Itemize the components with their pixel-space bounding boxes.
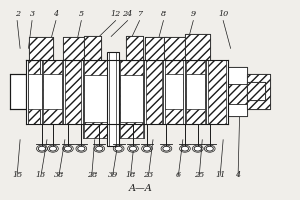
Bar: [63, 37, 86, 60]
Circle shape: [206, 146, 213, 151]
Bar: [247, 74, 270, 109]
Bar: [183, 60, 185, 124]
Bar: [84, 75, 107, 122]
Bar: [164, 37, 188, 60]
Bar: [126, 36, 142, 60]
Circle shape: [182, 146, 188, 151]
Text: 11: 11: [215, 171, 225, 179]
Bar: [205, 60, 206, 124]
Bar: [83, 60, 108, 138]
Bar: [247, 82, 265, 100]
Text: 13: 13: [36, 171, 46, 179]
Circle shape: [194, 146, 201, 151]
Bar: [26, 60, 40, 124]
Bar: [185, 34, 210, 60]
Bar: [228, 67, 247, 116]
Bar: [81, 60, 83, 124]
Bar: [228, 67, 247, 84]
Bar: [164, 37, 188, 60]
Bar: [126, 36, 142, 60]
Bar: [118, 60, 144, 138]
Text: 6: 6: [176, 171, 181, 179]
Bar: [29, 37, 53, 60]
Text: 3: 3: [29, 10, 34, 18]
Bar: [63, 60, 83, 124]
Circle shape: [143, 146, 151, 151]
Bar: [84, 36, 101, 60]
Bar: [247, 82, 265, 100]
Bar: [185, 34, 210, 60]
Bar: [107, 52, 118, 146]
Circle shape: [50, 146, 56, 151]
Bar: [162, 60, 164, 124]
Bar: [83, 60, 84, 138]
Bar: [118, 60, 120, 138]
Bar: [84, 36, 101, 60]
Bar: [247, 74, 270, 109]
Bar: [107, 60, 108, 138]
Bar: [185, 60, 186, 124]
Bar: [165, 74, 183, 109]
Circle shape: [38, 146, 46, 151]
Text: 7: 7: [137, 10, 142, 18]
Circle shape: [163, 146, 170, 151]
Circle shape: [96, 146, 103, 151]
Bar: [28, 74, 42, 109]
Text: 4: 4: [53, 10, 58, 18]
Bar: [228, 104, 247, 116]
Text: 2: 2: [15, 10, 20, 18]
Bar: [10, 74, 26, 109]
Bar: [62, 60, 63, 124]
Text: 28: 28: [87, 171, 97, 179]
Text: A—A: A—A: [129, 184, 153, 193]
Bar: [145, 37, 167, 60]
Bar: [63, 37, 86, 60]
Text: 25: 25: [194, 171, 204, 179]
Text: 39: 39: [107, 171, 118, 179]
Bar: [144, 60, 146, 124]
Circle shape: [78, 146, 85, 151]
Text: 9: 9: [191, 10, 196, 18]
Bar: [44, 74, 62, 109]
Text: 5: 5: [79, 10, 84, 18]
Text: 38: 38: [54, 171, 64, 179]
Bar: [42, 60, 44, 124]
Bar: [186, 74, 205, 109]
Text: 15: 15: [12, 171, 22, 179]
Bar: [228, 84, 247, 104]
Circle shape: [129, 146, 137, 151]
Text: 10: 10: [218, 10, 228, 18]
Bar: [29, 37, 53, 60]
Bar: [164, 60, 185, 124]
Bar: [26, 60, 28, 124]
Bar: [164, 60, 165, 124]
Bar: [206, 60, 208, 124]
Bar: [40, 60, 42, 124]
Circle shape: [115, 146, 122, 151]
Text: 18: 18: [125, 171, 136, 179]
Bar: [206, 60, 228, 124]
Bar: [144, 60, 164, 124]
Bar: [63, 60, 65, 124]
Bar: [142, 60, 144, 138]
Text: 24: 24: [122, 10, 133, 18]
Bar: [28, 60, 40, 124]
Bar: [42, 60, 63, 124]
Text: 12: 12: [110, 10, 121, 18]
Text: 23: 23: [143, 171, 154, 179]
Bar: [120, 75, 142, 122]
Text: 4: 4: [236, 171, 241, 179]
Bar: [185, 60, 206, 124]
Bar: [145, 37, 167, 60]
Bar: [226, 60, 228, 124]
Circle shape: [64, 146, 71, 151]
Text: 8: 8: [161, 10, 166, 18]
